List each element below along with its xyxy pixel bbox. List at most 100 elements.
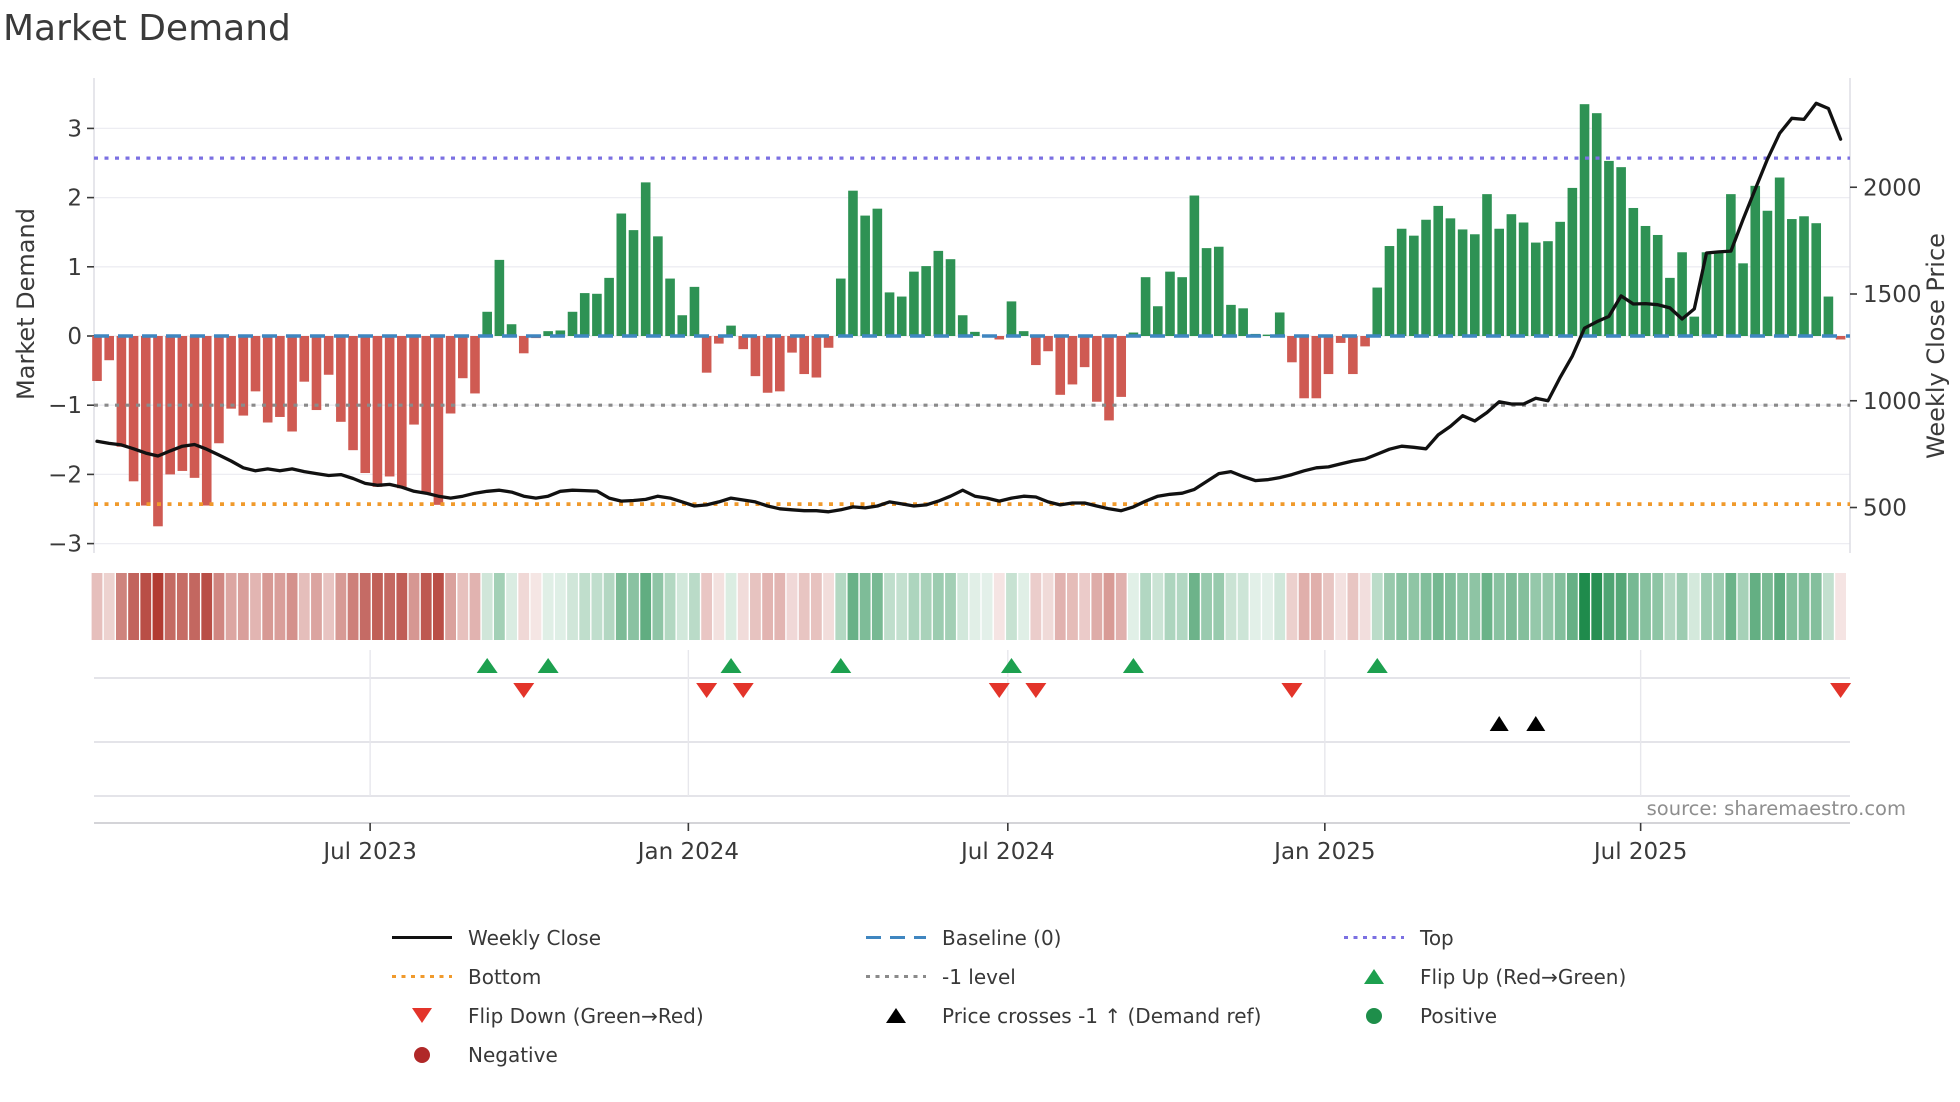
heatmap-cell (957, 573, 969, 640)
right-axis-title: Weekly Close Price (1922, 233, 1950, 459)
demand-bar (1750, 185, 1761, 336)
demand-bar (372, 336, 383, 487)
heatmap-cell (1810, 573, 1822, 640)
heatmap-cell (311, 573, 322, 640)
price-cross-marker (1526, 716, 1546, 731)
demand-bar (1031, 336, 1041, 366)
heatmap-cell (1323, 573, 1334, 640)
demand-bar (1433, 205, 1444, 336)
demand-bar (409, 336, 419, 425)
demand-bar (750, 336, 761, 377)
demand-bar (1567, 187, 1578, 336)
heatmap-cell (359, 573, 371, 640)
heatmap-cell (1237, 573, 1249, 640)
heatmap-cell (1408, 573, 1420, 640)
left-axis-title: Market Demand (12, 208, 40, 400)
legend-item: -1 level (864, 957, 1261, 996)
heatmap-cell (1566, 573, 1578, 640)
legend-swatch-triangle-up (864, 1008, 928, 1023)
demand-bar (896, 296, 907, 336)
heatmap-cell (676, 573, 688, 640)
left-axis-tick-label: 3 (67, 116, 82, 142)
flip-down-marker (1025, 683, 1047, 698)
flip-up-marker (537, 658, 559, 673)
heatmap-cell (396, 573, 408, 640)
heatmap-cell (152, 573, 164, 640)
heatmap-cell (384, 573, 396, 640)
heatmap-cell (762, 573, 774, 640)
heatmap-cell (1627, 573, 1639, 640)
demand-bar (579, 293, 590, 336)
left-axis-tick-label: −2 (48, 462, 82, 488)
x-axis-tick-label: Jul 2024 (959, 839, 1055, 865)
heatmap-cell (1493, 573, 1505, 640)
demand-bar (1470, 234, 1480, 336)
heatmap-cell (884, 573, 895, 640)
heatmap-cell (1835, 573, 1846, 640)
demand-bar (1530, 242, 1541, 336)
heatmap-cell (1128, 573, 1139, 640)
demand-bar (1213, 246, 1224, 336)
heatmap-cell (457, 573, 469, 640)
heatmap-cell (542, 573, 554, 640)
heatmap-cell (1176, 573, 1188, 640)
demand-bar (1055, 336, 1066, 395)
heatmap-cell (335, 573, 347, 640)
heatmap-cell (908, 573, 920, 640)
heatmap-cell (1225, 573, 1237, 640)
demand-bar (299, 336, 310, 382)
heatmap-cell (274, 573, 286, 640)
heatmap-cell (664, 573, 676, 640)
heatmap-cell (530, 573, 542, 640)
demand-bar (1518, 222, 1529, 336)
demand-bar (616, 213, 627, 336)
heatmap-cell (1737, 573, 1749, 640)
demand-bar (1006, 301, 1017, 336)
demand-bar (421, 336, 432, 494)
demand-bar (518, 336, 529, 354)
demand-bar (860, 215, 870, 336)
heatmap-cell (225, 573, 237, 640)
heatmap-cell (1823, 573, 1834, 640)
legend-label: Flip Up (Red→Green) (1420, 964, 1627, 989)
demand-bar (689, 286, 700, 336)
heatmap-cell (445, 573, 456, 640)
heatmap-cell (1359, 573, 1371, 640)
demand-bar (1494, 228, 1504, 336)
demand-bar (457, 336, 468, 379)
demand-bar (1689, 316, 1700, 336)
heatmap-cell (750, 573, 761, 640)
demand-bar (348, 336, 358, 451)
heatmap-cell (1006, 573, 1017, 640)
heatmap-cell (347, 573, 359, 640)
demand-bar (1043, 336, 1053, 352)
demand-bar (1274, 312, 1285, 336)
demand-bar (677, 315, 688, 336)
heatmap-cell (1030, 573, 1042, 640)
heatmap-cell (554, 573, 566, 640)
heatmap-cell (859, 573, 871, 640)
demand-bar (1116, 336, 1127, 397)
demand-bar (1774, 177, 1785, 336)
demand-bar (543, 331, 553, 336)
legend-item: Flip Down (Green→Red) (390, 996, 704, 1035)
heatmap-cell (298, 573, 310, 640)
demand-bar (762, 336, 773, 393)
legend-label: Bottom (468, 964, 542, 989)
demand-bar (592, 293, 602, 336)
demand-bar (1372, 287, 1383, 336)
demand-bar (262, 336, 273, 423)
marker-panel-grid (94, 650, 1850, 797)
heatmap-cell (932, 573, 944, 640)
demand-bar (189, 336, 200, 478)
legend-swatch-triangle-down (390, 1008, 454, 1023)
demand-bar (1628, 207, 1639, 336)
heatmap-cell (1152, 573, 1164, 640)
flip-down-marker (732, 683, 754, 698)
heatmap-cell (469, 573, 481, 640)
heatmap-cell (603, 573, 615, 640)
signal-markers (476, 658, 1852, 731)
demand-bar (1287, 336, 1297, 363)
heatmap-cell (920, 573, 932, 640)
legend-swatch-line-dashed (864, 935, 928, 940)
